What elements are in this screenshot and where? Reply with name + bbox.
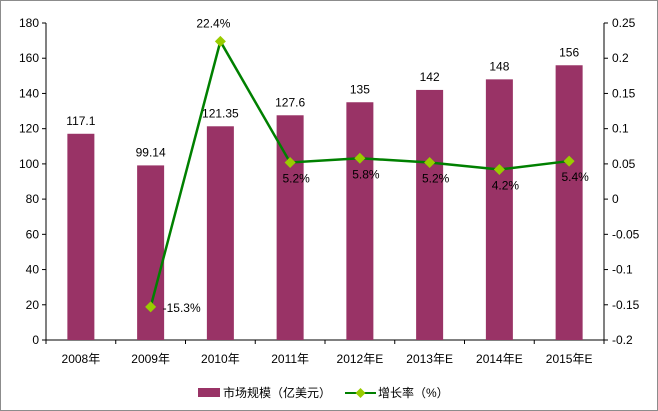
bar-value-label: 99.14 [136, 145, 166, 159]
bar-value-label: 156 [559, 45, 579, 59]
legend-bar-label: 市场规模（亿美元） [223, 385, 331, 400]
y-right-tick-label: -0.1 [612, 263, 633, 277]
growth-point [284, 156, 296, 168]
growth-point [563, 155, 575, 167]
growth-value-label: 5.2% [282, 171, 310, 185]
legend-bar-swatch [198, 388, 220, 397]
x-tick-label: 2012年E [337, 352, 384, 366]
growth-point [493, 164, 505, 176]
x-tick-label: 2010年 [201, 352, 240, 366]
growth-value-label: 22.4% [196, 16, 230, 30]
bar [555, 65, 583, 341]
y-left-tick-label: 140 [19, 86, 39, 100]
bar-value-label: 142 [420, 70, 440, 84]
bar [206, 126, 234, 340]
bar [276, 115, 304, 340]
y-left-tick-label: 120 [19, 122, 39, 136]
legend-line-label: 增长率（%） [378, 385, 449, 400]
x-tick-label: 2009年 [131, 352, 170, 366]
y-right-tick-label: -0.05 [612, 227, 640, 241]
x-tick-label: 2014年E [476, 352, 523, 366]
bar [346, 102, 374, 340]
y-right-tick-label: -0.15 [612, 298, 640, 312]
y-right-tick-label: 0.1 [612, 122, 629, 136]
axes: 0 20 40 60 80 100 120 140 160 180 -0.2 -0.15 -0.1 -0.… [19, 16, 640, 366]
bar-value-label: 148 [489, 59, 509, 73]
x-tick-label: 2008年 [62, 352, 101, 366]
y-right-tick-label: 0.2 [612, 51, 629, 65]
y-left-tick-label: 20 [26, 298, 40, 312]
growth-value-label: 4.2% [492, 179, 520, 193]
bar-value-label: 135 [350, 82, 370, 96]
bar [67, 133, 95, 340]
growth-point [214, 35, 226, 47]
bar-value-label: 117.1 [66, 114, 95, 128]
growth-point [424, 156, 436, 168]
growth-value-label: 5.8% [352, 167, 380, 181]
bars [67, 65, 583, 341]
y-right-tick-label: 0 [612, 192, 619, 206]
x-tick-label: 2015年E [546, 352, 593, 366]
bar [137, 165, 165, 340]
growth-line [145, 35, 575, 313]
legend-line-marker [355, 388, 366, 398]
legend: 市场规模（亿美元） 增长率（%） [198, 385, 449, 400]
bar-value-label: 121.35 [202, 106, 239, 120]
y-left-tick-label: 180 [19, 16, 39, 30]
y-right-tick-label: 0.05 [612, 157, 636, 171]
growth-point [145, 301, 157, 313]
y-left-tick-label: 60 [26, 227, 40, 241]
x-tick-label: 2011年 [271, 352, 309, 366]
growth-value-label: 5.2% [422, 171, 450, 185]
y-left-tick-label: 0 [32, 333, 39, 347]
y-right-tick-label: -0.2 [612, 333, 633, 347]
growth-value-label: -15.3% [163, 301, 201, 315]
growth-point [354, 152, 366, 164]
bar-value-label: 127.6 [275, 95, 305, 109]
y-left-tick-label: 80 [26, 192, 40, 206]
y-left-tick-label: 40 [26, 263, 40, 277]
growth-value-label: 5.4% [561, 170, 589, 184]
bar [485, 79, 513, 340]
x-tick-label: 2013年E [406, 352, 453, 366]
y-right-tick-label: 0.25 [612, 16, 636, 30]
y-right-tick-label: 0.15 [612, 86, 636, 100]
bar [416, 89, 444, 340]
y-left-tick-label: 100 [19, 157, 39, 171]
growth-labels: -15.3% 22.4% 5.2% 5.8% 5.2% 4.2% 5.4% [163, 16, 590, 315]
bar-labels: 117.1 99.14 121.35 127.6 135 142 148 156 [66, 45, 579, 159]
y-left-tick-label: 160 [19, 51, 39, 65]
